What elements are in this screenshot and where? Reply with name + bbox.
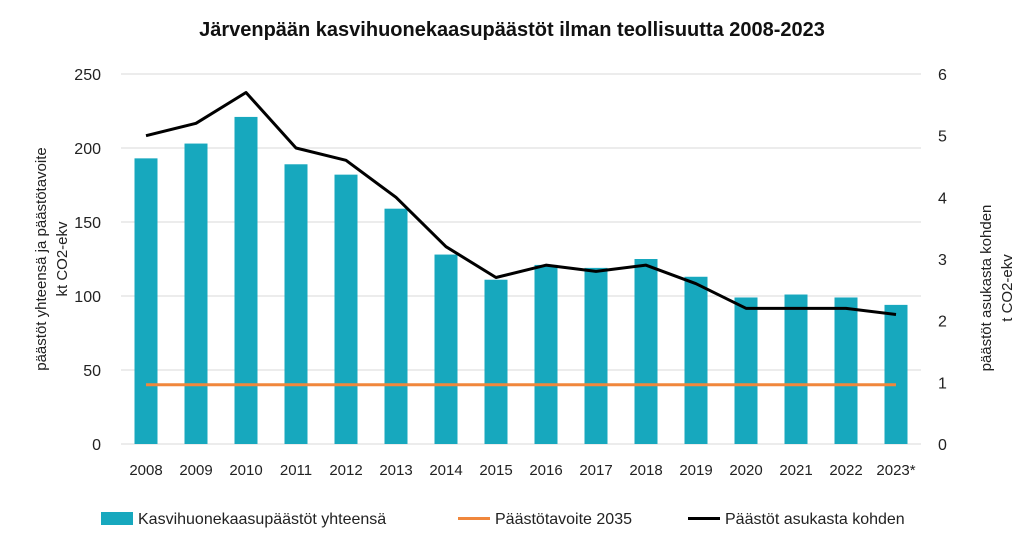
- bars-layer: [134, 116, 908, 445]
- y-left-tick-label: 0: [92, 437, 101, 454]
- x-tick-label: 2015: [479, 462, 512, 479]
- legend-label-total: Kasvihuonekaasupäästöt yhteensä: [138, 511, 386, 528]
- bar-total: [684, 276, 708, 444]
- bar-total: [584, 267, 608, 444]
- x-tick-label: 2022: [829, 462, 862, 479]
- x-tick-label: 2023*: [876, 462, 915, 479]
- x-tick-label: 2013: [379, 462, 412, 479]
- bar-total: [134, 158, 158, 445]
- bar-total: [284, 164, 308, 444]
- x-tick-label: 2021: [779, 462, 812, 479]
- bar-total: [334, 174, 358, 444]
- x-tick-label: 2008: [129, 462, 162, 479]
- bar-total: [434, 254, 458, 444]
- y-left-tick-label: 150: [74, 215, 101, 232]
- bar-total: [534, 264, 558, 444]
- y-axis-right-label-line-2: t CO2-ekv: [999, 254, 1016, 322]
- bar-total: [884, 304, 908, 444]
- legend-swatch-total: [101, 512, 133, 525]
- x-tick-label: 2011: [280, 462, 312, 479]
- x-tick-label: 2018: [629, 462, 662, 479]
- y-left-tick-label: 200: [74, 141, 101, 158]
- y-right-tick-label: 5: [938, 129, 947, 146]
- bar-total: [184, 143, 208, 444]
- y-right-tick-label: 1: [938, 375, 947, 392]
- y-left-tick-label: 250: [74, 67, 101, 84]
- y-right-tick-label: 6: [938, 67, 947, 84]
- y-left-tick-label: 50: [83, 363, 101, 380]
- legend: Kasvihuonekaasupäästöt yhteensä Päästöta…: [101, 511, 905, 528]
- lines-layer: [145, 91, 897, 387]
- x-tick-label: 2020: [729, 462, 762, 479]
- bar-total: [234, 116, 258, 445]
- y-right-tick-label: 3: [938, 252, 947, 269]
- y-axis-left-label-line-2: kt CO2-ekv: [54, 221, 71, 297]
- bar-total: [384, 208, 408, 444]
- y-left-tick-label: 100: [74, 289, 101, 306]
- y-axis-right-label-line-1: päästöt asukasta kohden: [978, 205, 995, 372]
- y-right-tick-label: 2: [938, 314, 947, 331]
- x-tick-label: 2019: [679, 462, 712, 479]
- bar-total: [634, 259, 658, 444]
- x-tick-label: 2009: [179, 462, 212, 479]
- chart-title: Järvenpään kasvihuonekaasupäästöt ilman …: [199, 19, 825, 41]
- y-axis-left: 0 50 100 150 200 250: [74, 67, 101, 454]
- y-axis-right: 0 1 2 3 4 5 6: [938, 67, 947, 454]
- x-tick-label: 2016: [529, 462, 562, 479]
- y-right-tick-label: 4: [938, 190, 947, 207]
- x-tick-label: 2010: [229, 462, 262, 479]
- x-tick-label: 2017: [579, 462, 612, 479]
- bar-total: [834, 297, 858, 444]
- bar-total: [484, 279, 508, 444]
- y-axis-left-label-line-1: päästöt yhteensä ja päästötavoite: [33, 147, 50, 371]
- bar-total: [784, 294, 808, 444]
- x-axis: 2008 2009 2010 2011 2012 2013 2014 2015 2016 2017…: [129, 462, 915, 479]
- bar-total: [734, 297, 758, 444]
- x-tick-label: 2012: [329, 462, 362, 479]
- y-right-tick-label: 0: [938, 437, 947, 454]
- legend-label-per-capita: Päästöt asukasta kohden: [725, 511, 905, 528]
- x-tick-label: 2014: [429, 462, 462, 479]
- legend-label-target: Päästötavoite 2035: [495, 511, 632, 528]
- line-per-capita: [145, 91, 897, 316]
